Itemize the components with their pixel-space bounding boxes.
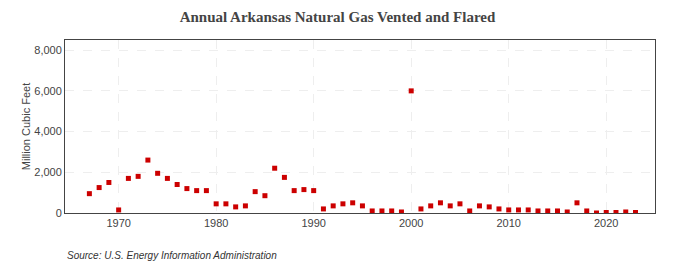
svg-text:2010: 2010 [496,217,520,229]
svg-text:2020: 2020 [594,217,618,229]
svg-text:0: 0 [56,207,62,219]
svg-text:4,000: 4,000 [34,125,62,137]
svg-text:2000: 2000 [399,217,423,229]
svg-text:8,000: 8,000 [34,44,62,56]
svg-text:2,000: 2,000 [34,166,62,178]
svg-text:Annual Arkansas Natural Gas Ve: Annual Arkansas Natural Gas Vented and F… [180,9,496,25]
svg-text:1990: 1990 [301,217,325,229]
svg-text:Million Cubic Feet: Million Cubic Feet [20,83,32,170]
svg-text:Source: U.S. Energy Informatio: Source: U.S. Energy Information Administ… [67,250,277,261]
svg-text:1970: 1970 [106,217,130,229]
svg-text:1980: 1980 [204,217,228,229]
svg-text:6,000: 6,000 [34,85,62,97]
